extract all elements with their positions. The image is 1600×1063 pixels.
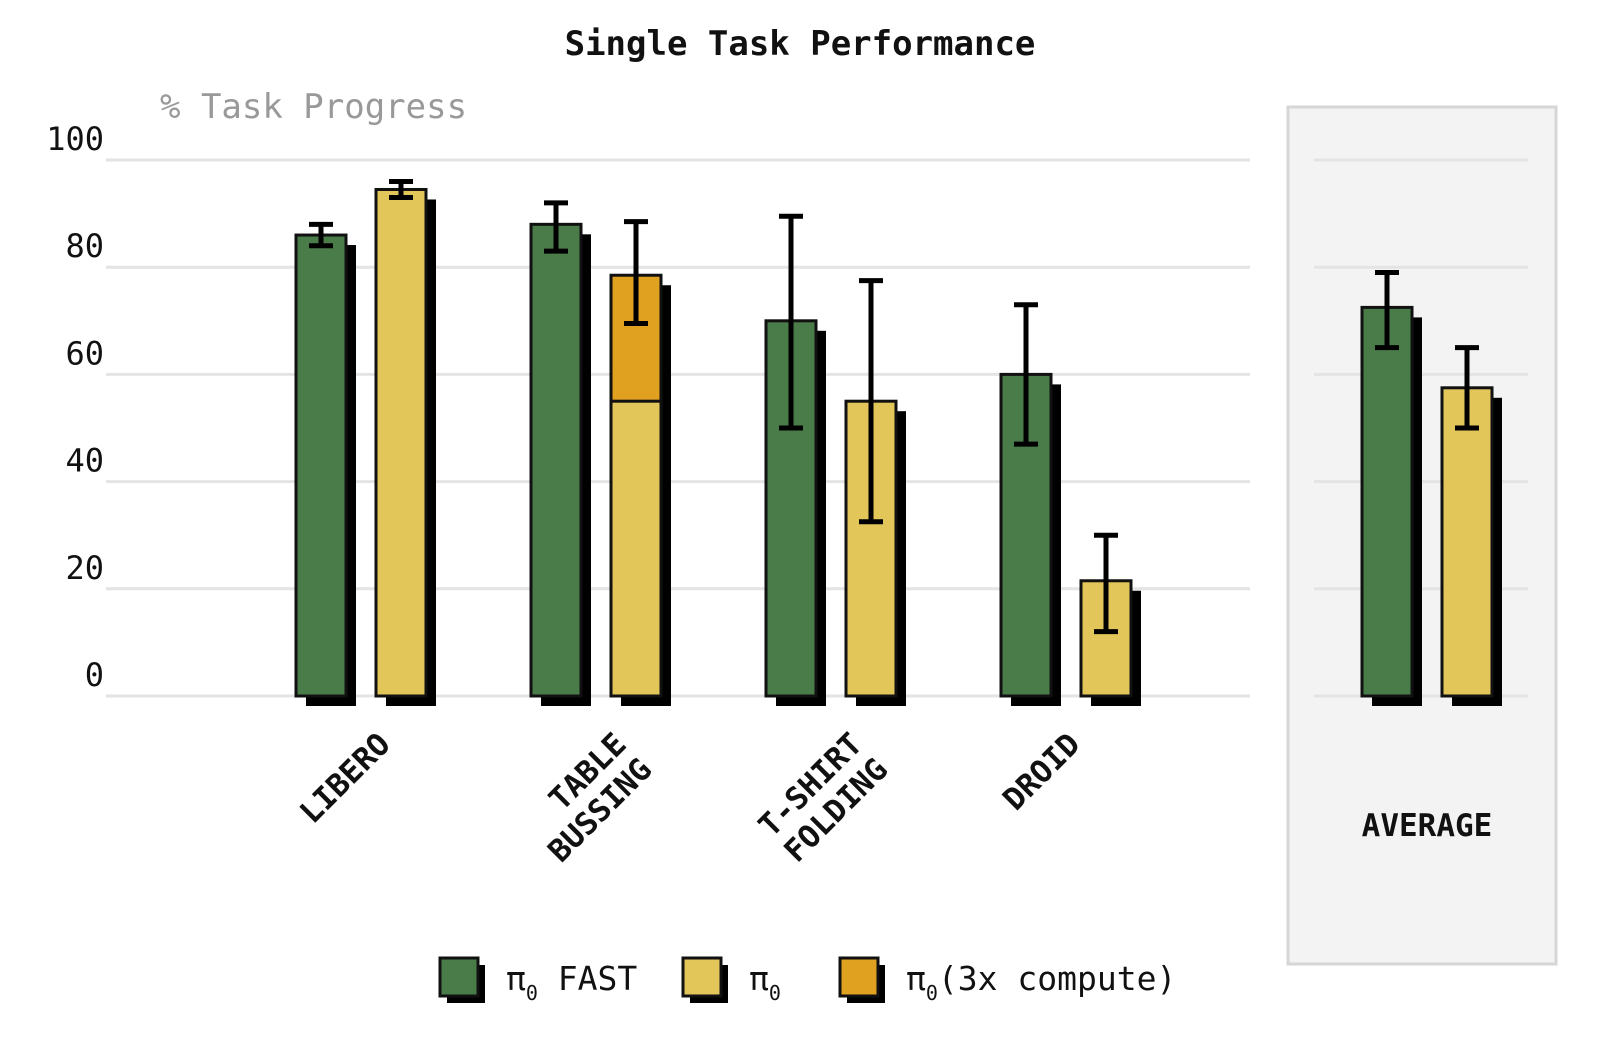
bars-group	[294, 187, 1502, 707]
legend-label: π0(3x compute)	[906, 959, 1176, 1005]
bar-pi0	[374, 187, 428, 698]
y-axis-ticks: 0 20 40 60 80 100	[46, 120, 104, 694]
y-tick-label: 40	[65, 442, 104, 480]
y-tick-label: 0	[85, 656, 104, 694]
legend: π0 FAST π0 π0(3x compute)	[438, 956, 1176, 1005]
bar-pi0-fast	[1360, 305, 1414, 698]
category-label: AVERAGE	[1362, 808, 1493, 844]
category-label: LIBERO	[293, 726, 398, 831]
category-label: T-SHIRTFOLDING	[752, 726, 895, 869]
error-bars-group	[309, 178, 1479, 635]
legend-label: π0	[749, 959, 781, 1005]
chart-title: Single Task Performance	[565, 24, 1036, 64]
y-tick-label: 20	[65, 549, 104, 587]
y-axis-label: % Task Progress	[160, 87, 467, 127]
category-label: TABLEBUSSING	[516, 726, 659, 869]
legend-swatch	[838, 956, 880, 998]
y-tick-label: 60	[65, 334, 104, 372]
legend-swatch	[681, 956, 723, 998]
bar-pi0	[1440, 386, 1494, 698]
bar-pi0	[609, 399, 663, 698]
legend-label: π0 FAST	[506, 959, 637, 1005]
legend-swatch	[438, 956, 480, 998]
y-tick-label: 100	[46, 120, 104, 158]
category-label: DROID	[996, 726, 1087, 817]
bar-pi0-fast	[529, 222, 583, 698]
y-tick-label: 80	[65, 227, 104, 265]
bar-pi0-fast	[294, 233, 348, 698]
